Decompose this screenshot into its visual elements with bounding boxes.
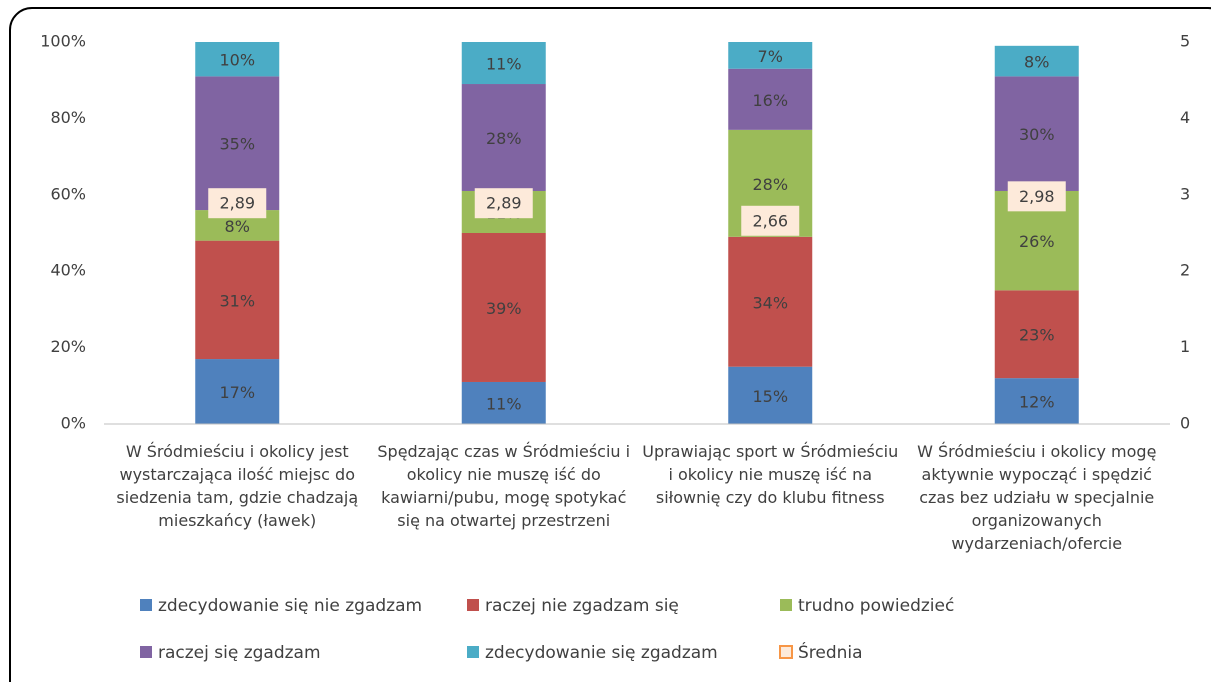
mean-label: 2,98 — [1019, 187, 1055, 206]
x-tick-line: wystarczająca ilość miejsc do — [119, 465, 355, 484]
bar-segment — [994, 45, 1079, 77]
x-tick-label: Uprawiając sport w Śródmieściu i okolicy … — [642, 442, 898, 507]
y2-tick-label: 2 — [1180, 261, 1190, 280]
data-label: 11% — [486, 55, 522, 74]
legend-swatch — [779, 645, 793, 659]
bars — [195, 42, 1079, 424]
x-tick-line: W Śródmieściu i okolicy mogę — [917, 442, 1156, 461]
data-label: 34% — [752, 293, 788, 312]
data-label: 31% — [219, 291, 255, 310]
data-label: 8% — [1024, 53, 1049, 72]
data-label: 30% — [1019, 125, 1055, 144]
data-label: 17% — [219, 383, 255, 402]
y2-tick-label: 5 — [1180, 32, 1190, 51]
legend-swatch — [780, 599, 792, 611]
data-label: 8% — [225, 217, 250, 236]
bar-segment — [195, 359, 280, 424]
legend-swatch — [140, 599, 152, 611]
y2-tick-label: 1 — [1180, 337, 1190, 356]
x-tick-line: Uprawiając sport w Śródmieściu — [642, 442, 898, 461]
mean-label-box — [741, 205, 800, 236]
mean-label-box — [208, 188, 267, 219]
bar-segment — [728, 236, 813, 367]
bar-segment — [728, 42, 813, 69]
bar-segment — [728, 68, 813, 130]
bar-segment — [195, 240, 280, 360]
legend-label: Średnia — [798, 641, 863, 663]
legend-swatch — [467, 599, 479, 611]
x-tick-line: okolicy nie muszę iść do — [407, 465, 601, 484]
data-label: 11% — [486, 394, 522, 413]
mean-label: 2,89 — [219, 194, 255, 213]
mean-label: 2,66 — [752, 211, 788, 230]
x-tick-line: mieszkańcy (ławek) — [158, 511, 316, 530]
y2-tick-label: 4 — [1180, 108, 1190, 127]
data-label: 26% — [1019, 232, 1055, 251]
x-tick-line: Spędzając czas w Śródmieściu i — [377, 442, 630, 461]
mean-label: 2,89 — [486, 194, 522, 213]
y2-tick-label: 3 — [1180, 184, 1190, 203]
data-label: 15% — [752, 387, 788, 406]
x-tick-line: siłownię czy do klubu fitness — [656, 488, 885, 507]
mean-label-box — [1007, 181, 1066, 212]
y-tick-label: 20% — [50, 337, 86, 356]
data-label: 35% — [219, 135, 255, 154]
y-tick-label: 40% — [50, 261, 86, 280]
bar-segment — [461, 381, 546, 424]
data-label: 7% — [758, 47, 783, 66]
x-tick-line: wydarzeniach/ofercie — [951, 534, 1122, 553]
bar-segment — [728, 366, 813, 424]
y-tick-label: 0% — [61, 414, 86, 433]
y-tick-label: 100% — [40, 32, 86, 51]
legend-label: trudno powiedzieć — [798, 596, 954, 616]
data-label: 16% — [752, 91, 788, 110]
frame — [9, 7, 1211, 682]
x-tick-label: W Śródmieściu i okolicy jest wystarczając… — [116, 442, 358, 530]
y2-tick-label: 0 — [1180, 414, 1190, 433]
x-tick-line: kawiarni/pubu, mogę spotykać — [381, 488, 626, 507]
bar-segment — [994, 378, 1079, 424]
data-label: 23% — [1019, 326, 1055, 345]
bar-segment — [461, 233, 546, 382]
x-tick-line: i okolicy nie muszę iść na — [668, 465, 872, 484]
legend-label: raczej się zgadzam — [158, 643, 321, 663]
x-tick-line: organizowanych — [972, 511, 1102, 530]
y-tick-label: 60% — [50, 184, 86, 203]
x-tick-label: Spędzając czas w Śródmieściu i okolicy ni… — [377, 442, 630, 530]
bar-segment — [994, 76, 1079, 191]
bar-segment — [461, 42, 546, 85]
legend-label: zdecydowanie się zgadzam — [485, 643, 718, 663]
x-tick-line: się na otwartej przestrzeni — [397, 511, 610, 530]
x-tick-label: W Śródmieściu i okolicy mogę aktywnie wyp… — [917, 442, 1156, 553]
x-tick-line: czas bez udziału w specjalnie — [919, 488, 1154, 507]
data-label: 10% — [219, 51, 255, 70]
x-tick-line: W Śródmieściu i okolicy jest — [126, 442, 349, 461]
bar-segment — [994, 290, 1079, 379]
legend-label: raczej nie zgadzam się — [485, 596, 679, 616]
bar-segment — [195, 42, 280, 77]
data-label: 12% — [1019, 393, 1055, 412]
legend-label: zdecydowanie się nie zgadzam — [158, 596, 422, 616]
mean-label-box — [474, 188, 533, 219]
x-tick-line: aktywnie wypocząć i spędzić — [922, 465, 1152, 484]
data-label: 39% — [486, 299, 522, 318]
legend-swatch — [467, 646, 479, 658]
x-tick-line: siedzenia tam, gdzie chadzają — [116, 488, 358, 507]
data-label: 28% — [486, 129, 522, 148]
y-tick-label: 80% — [50, 108, 86, 127]
bar-segment — [461, 84, 546, 191]
bar-segment — [195, 76, 280, 211]
data-label: 28% — [752, 175, 788, 194]
legend-swatch — [140, 646, 152, 658]
